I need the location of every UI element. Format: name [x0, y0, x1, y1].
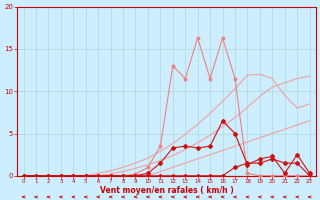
X-axis label: Vent moyen/en rafales ( km/h ): Vent moyen/en rafales ( km/h ): [100, 186, 234, 195]
